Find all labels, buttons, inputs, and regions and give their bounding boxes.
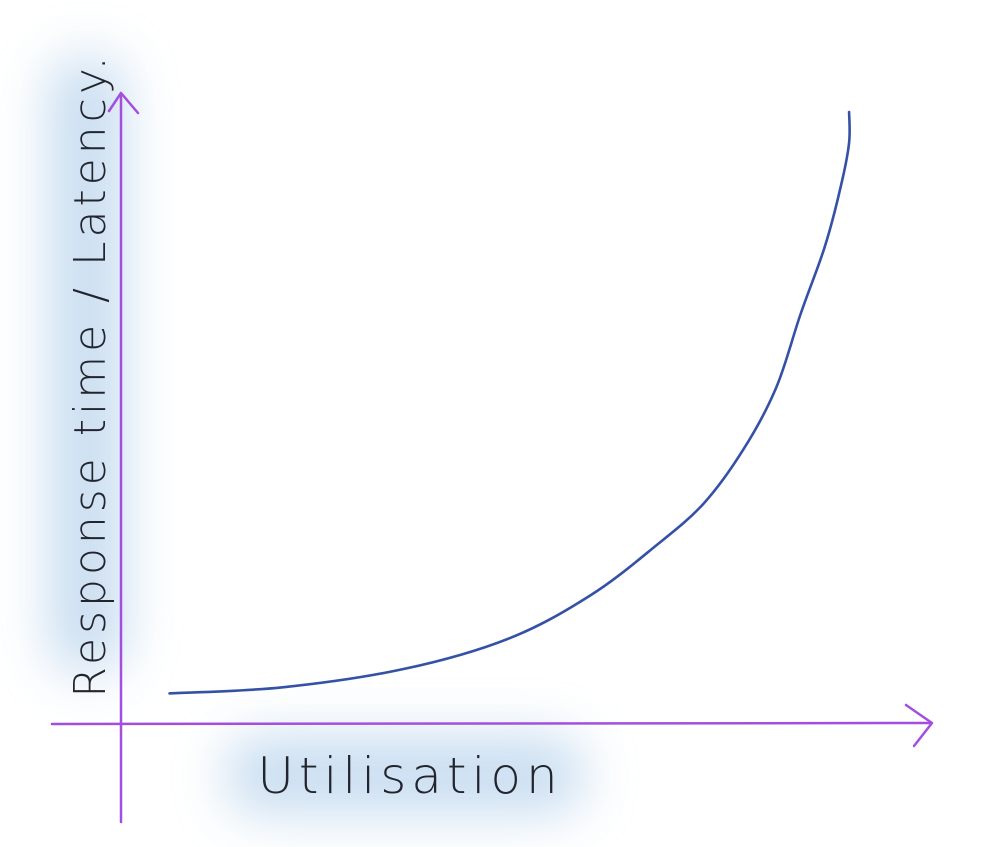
x-label-glow: [225, 735, 585, 815]
label-glow: [48, 55, 585, 815]
x-axis-arrow: [904, 703, 934, 748]
x-axis-label: Utilisation: [257, 747, 562, 805]
axes: [50, 91, 934, 824]
y-axis-label: Response time / Latency.: [65, 52, 116, 697]
x-axis-line: [50, 721, 932, 726]
y-axis-arrow: [107, 91, 140, 115]
series-line: [168, 110, 851, 695]
y-label-glow: [48, 55, 126, 675]
